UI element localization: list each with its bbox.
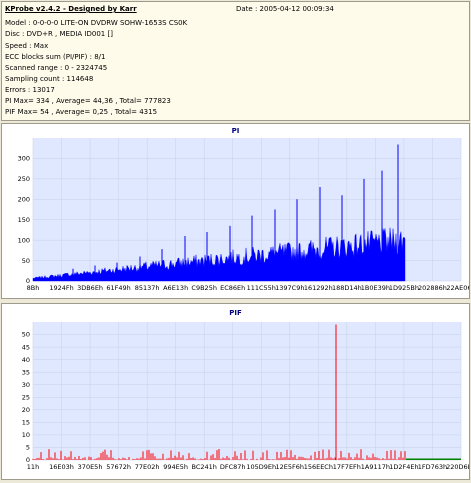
pif-chart-title: PIF bbox=[229, 309, 242, 317]
x-tick-label: 1D2F4Eh bbox=[389, 463, 418, 471]
y-tick-label: 15 bbox=[22, 419, 30, 427]
plot-area bbox=[33, 322, 461, 460]
pif-chart: 0 5 10 15 20 25 30 35 40 45 50 11h 16E03h 370E5h 57672… bbox=[22, 322, 471, 471]
x-tick-label: 156EECh bbox=[304, 463, 333, 471]
x-tick-label: EC86Eh bbox=[220, 284, 245, 292]
y-tick-label: 35 bbox=[22, 368, 30, 376]
y-tick-label: 50 bbox=[22, 257, 30, 265]
info-ecc: ECC blocks sum (PI/PIF) : 8/1 bbox=[5, 53, 106, 61]
y-tick-label: 200 bbox=[18, 195, 30, 203]
info-scan-range: Scanned range : 0 - 2324745 bbox=[5, 64, 108, 72]
x-tick-label: 17F7EFh bbox=[333, 463, 361, 471]
x-tick-label: 1397C9h bbox=[275, 284, 304, 292]
y-tick-label: 5 bbox=[26, 444, 30, 452]
pif-chart-panel: PIF 0 5 10 15 20 25 30 35 40 45 50 11h 16E03h 370E5h 5… bbox=[1, 303, 471, 480]
x-tick-label: 994E5h bbox=[163, 463, 188, 471]
info-disc: Disc : DVD+R , MEDIA ID001 [] bbox=[5, 30, 113, 38]
x-tick-label: 12E5F6h bbox=[276, 463, 305, 471]
x-tick-label: 77E02h bbox=[135, 463, 160, 471]
y-tick-label: 10 bbox=[22, 431, 30, 439]
pi-chart-title: PI bbox=[231, 127, 240, 135]
x-tick-label: DFC87h bbox=[220, 463, 246, 471]
scan-date: Date : 2005-04-12 00:09:34 bbox=[236, 5, 334, 13]
y-tick-label: 50 bbox=[22, 331, 30, 339]
x-tick-label: BC241h bbox=[191, 463, 216, 471]
app-title: KProbe v2.4.2 - Designed by Karr bbox=[5, 5, 137, 13]
x-tick-label: 16E03h bbox=[49, 463, 74, 471]
y-tick-label: 45 bbox=[22, 343, 30, 351]
y-tick-label: 40 bbox=[22, 356, 30, 364]
x-tick-label: A6E13h bbox=[163, 284, 188, 292]
x-tick-label: 1924Fh bbox=[49, 284, 73, 292]
y-tick-label: 100 bbox=[18, 236, 30, 244]
info-errors: Errors : 13017 bbox=[5, 86, 55, 94]
y-tick-label: 250 bbox=[18, 175, 30, 183]
y-tick-label: 25 bbox=[22, 393, 30, 401]
y-tick-label: 150 bbox=[18, 216, 30, 224]
x-tick-label: 1B0E39h bbox=[361, 284, 390, 292]
info-pi-stats: PI Max= 334 , Average= 44,36 , Total= 77… bbox=[5, 97, 171, 105]
x-tick-label: 22AE06h bbox=[446, 284, 469, 292]
y-tick-label: 0 bbox=[26, 456, 30, 464]
y-tick-label: 0 bbox=[26, 277, 30, 285]
y-tick-label: 300 bbox=[18, 155, 30, 163]
x-tick-label: 11h bbox=[27, 463, 39, 471]
x-tick-label: 161292h bbox=[304, 284, 333, 292]
y-tick-label: 30 bbox=[22, 381, 30, 389]
x-tick-label: 188D14h bbox=[332, 284, 362, 292]
pi-chart-panel: PI 0 50 100 150 200 250 300 8Bh 1924Fh 3DB6Eh 61F4… bbox=[1, 123, 471, 299]
x-tick-label: 61F49h bbox=[106, 284, 130, 292]
x-tick-label: 1FD763h bbox=[418, 463, 447, 471]
x-tick-label: 202886h bbox=[418, 284, 447, 292]
x-tick-label: 105D9Eh bbox=[246, 463, 276, 471]
info-model: Model : 0-0-0-0 LITE-ON DVDRW SOHW-1653S… bbox=[5, 19, 188, 27]
pi-chart: 0 50 100 150 200 250 300 8Bh 1924Fh 3DB6Eh 61F49h 8… bbox=[18, 138, 471, 292]
x-tick-label: 111C55h bbox=[247, 284, 276, 292]
x-tick-label: C9B25h bbox=[191, 284, 217, 292]
x-tick-label: 1D925Bh bbox=[389, 284, 419, 292]
info-pif-stats: PIF Max= 54 , Average= 0,25 , Total= 431… bbox=[5, 108, 158, 116]
x-tick-label: 85137h bbox=[135, 284, 160, 292]
x-tick-label: 3DB6Eh bbox=[77, 284, 103, 292]
info-panel: KProbe v2.4.2 - Designed by Karr Date : … bbox=[1, 1, 470, 121]
x-tick-label: 370E5h bbox=[78, 463, 103, 471]
x-tick-label: 57672h bbox=[106, 463, 131, 471]
x-tick-label: 220D6Eh bbox=[446, 463, 469, 471]
info-speed: Speed : Max bbox=[5, 42, 49, 50]
x-tick-label: 1A9117h bbox=[361, 463, 390, 471]
y-tick-label: 20 bbox=[22, 406, 30, 414]
info-sampling: Sampling count : 114648 bbox=[5, 75, 94, 83]
x-tick-label: 8Bh bbox=[27, 284, 40, 292]
